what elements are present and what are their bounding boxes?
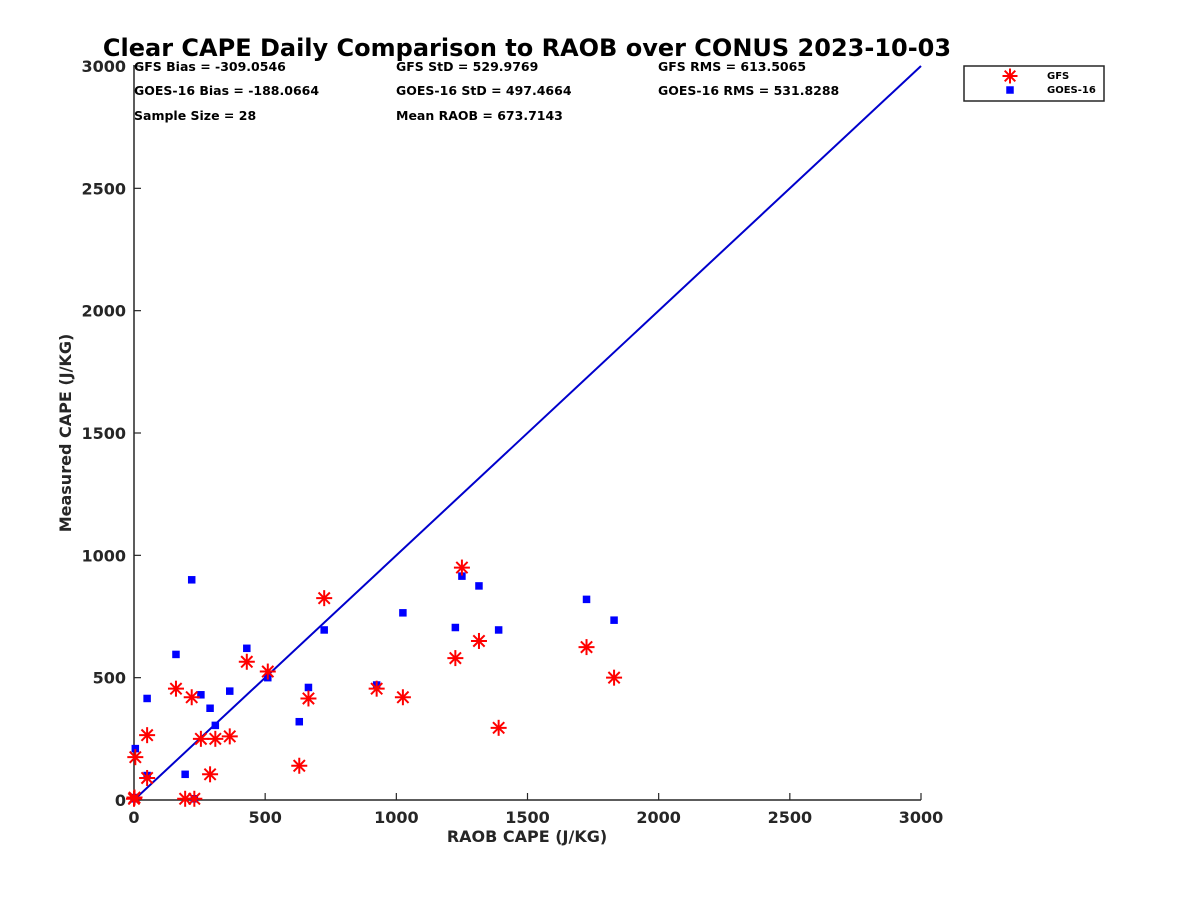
gfs-point (221, 728, 238, 745)
gfs-point (578, 639, 595, 656)
x-tick-label: 1000 (374, 808, 419, 827)
goes-16-point (206, 704, 214, 712)
stat-gfs-rms: GFS RMS = 613.5065 (658, 59, 806, 74)
x-tick-label: 0 (128, 808, 139, 827)
legend-goes-label: GOES-16 (1047, 85, 1096, 96)
y-tick-label: 1000 (81, 546, 126, 565)
gfs-point (167, 680, 184, 697)
gfs-point (300, 690, 317, 707)
goes-16-point (451, 623, 460, 632)
legend: GFS GOES-16 (963, 65, 1105, 102)
goes-16-point (143, 694, 151, 703)
gfs-point (453, 559, 470, 576)
goes-16-point (172, 650, 180, 659)
goes-16-point (187, 576, 196, 584)
y-tick-label: 3000 (81, 57, 126, 76)
y-ticks: 0 500 1000 1500 2000 2500 3000 (81, 57, 141, 810)
gfs-point (186, 790, 203, 807)
y-tick-label: 1500 (81, 424, 126, 443)
x-tick-label: 2500 (768, 808, 813, 827)
gfs-point (316, 590, 333, 607)
y-tick-label: 500 (93, 669, 126, 688)
goes-16-point (582, 595, 591, 604)
gfs-point (259, 663, 276, 680)
goes-16-point (494, 626, 503, 634)
chart-title: Clear CAPE Daily Comparison to RAOB over… (103, 34, 951, 62)
stat-gfs-std: GFS StD = 529.9769 (396, 59, 538, 74)
goes-16-point (295, 717, 304, 726)
gfs-point (126, 789, 143, 806)
goes-16-point (458, 572, 466, 580)
gfs-point (202, 766, 219, 783)
goes-16-point (320, 626, 328, 634)
y-tick-label: 2500 (81, 179, 126, 198)
gfs-point (606, 669, 623, 686)
one-to-one-line (133, 65, 922, 801)
legend-goes-marker (1006, 86, 1014, 94)
y-axis-label: Measured CAPE (J/KG) (56, 334, 75, 533)
x-tick-label: 500 (248, 808, 281, 827)
x-axis-label: RAOB CAPE (J/KG) (447, 827, 607, 846)
legend-gfs-symbol (1002, 68, 1018, 84)
gfs-point (183, 689, 200, 706)
goes-16-point (197, 691, 205, 699)
legend-goes-symbol (1006, 86, 1014, 94)
y-tick-label: 2000 (81, 302, 126, 321)
goes-16-point (226, 687, 234, 695)
legend-gfs-label: GFS (1047, 71, 1069, 82)
series-gfs (126, 559, 623, 807)
x-tick-label: 2000 (636, 808, 681, 827)
goes-16-point (610, 616, 618, 624)
x-tick-label: 1500 (505, 808, 550, 827)
gfs-point (368, 680, 385, 697)
stat-goes-bias: GOES-16 Bias = -188.0664 (134, 83, 319, 98)
goes-16-point (211, 721, 220, 730)
legend-box (963, 65, 1105, 102)
gfs-point (238, 653, 255, 670)
x-ticks: 0 500 1000 1500 2000 2500 3000 (128, 793, 943, 827)
stat-goes-rms: GOES-16 RMS = 531.8288 (658, 83, 839, 98)
gfs-point (127, 749, 144, 766)
goes-16-point (475, 582, 483, 590)
gfs-point (192, 730, 209, 747)
stat-mean-raob: Mean RAOB = 673.7143 (396, 108, 563, 123)
goes-16-point (304, 683, 313, 692)
goes-16-point (399, 609, 407, 617)
gfs-point (394, 689, 411, 706)
stats-annotations: GFS Bias = -309.0546 GFS StD = 529.9769 … (134, 59, 839, 123)
gfs-point (207, 730, 224, 747)
stat-sample-size: Sample Size = 28 (134, 108, 256, 123)
series-layer (126, 559, 623, 807)
x-tick-label: 3000 (899, 808, 944, 827)
goes-16-point (243, 644, 251, 653)
stat-gfs-bias: GFS Bias = -309.0546 (134, 59, 286, 74)
y-tick-label: 0 (115, 791, 126, 810)
gfs-point (490, 719, 507, 736)
goes-16-point (131, 744, 140, 753)
legend-gfs-marker (1002, 68, 1018, 84)
gfs-point (139, 769, 156, 786)
stat-goes-std: GOES-16 StD = 497.4664 (396, 83, 572, 98)
goes-16-point (181, 770, 189, 779)
gfs-point (139, 727, 156, 744)
gfs-point (447, 650, 464, 667)
gfs-point (470, 632, 487, 649)
gfs-point (291, 757, 308, 774)
